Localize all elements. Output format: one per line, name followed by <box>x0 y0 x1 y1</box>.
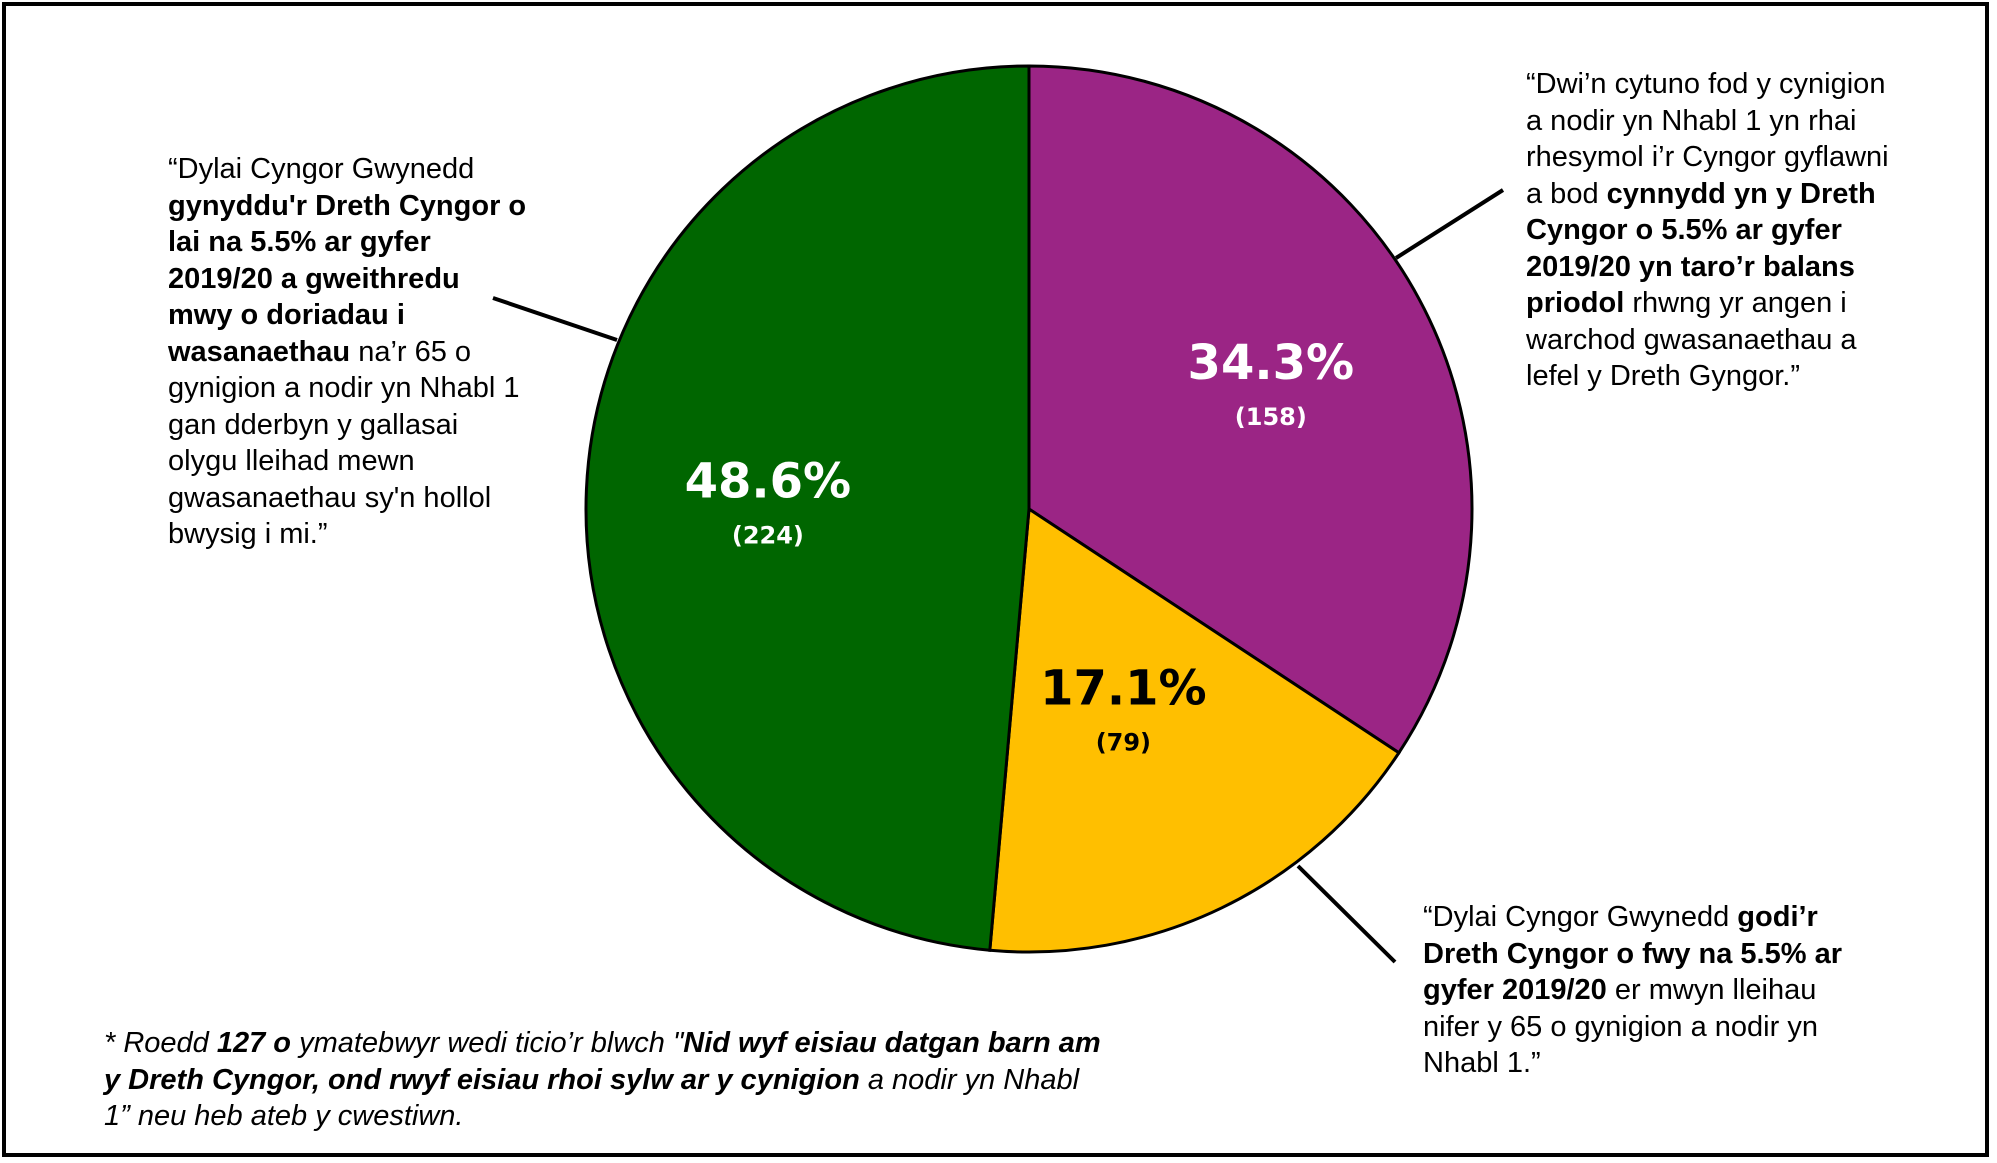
slice-percent-purple: 34.3% <box>1188 335 1355 391</box>
annotation-green-text-1: “Dylai Cyngor Gwynedd <box>168 153 475 185</box>
slice-percent-green: 48.6% <box>685 453 852 509</box>
leader-line-purple <box>1394 188 1505 260</box>
annotation-yellow-text-1: “Dylai Cyngor Gwynedd <box>1423 901 1738 933</box>
annotation-yellow-text-2: er mwyn lleihau nifer y 65 o gynigion a … <box>1423 974 1818 1079</box>
footnote-text-2: ymatebwyr wedi ticio’r blwch " <box>291 1027 684 1059</box>
annotation-yellow-bold: godi’r Dreth Cyngor o fwy na 5.5% ar gyf… <box>1423 901 1842 1006</box>
annotation-green-quote: “Dylai Cyngor Gwynedd gynyddu'r Dreth Cy… <box>168 151 528 553</box>
footnote: * Roedd 127 o ymatebwyr wedi ticio’r blw… <box>104 1025 1104 1135</box>
footnote-text-3: a nodir yn Nhabl 1” neu heb ateb y cwest… <box>104 1063 1080 1133</box>
pie-slice-green <box>584 64 1031 952</box>
slice-count-purple: (158) <box>1235 403 1307 431</box>
leader-line-green <box>492 296 618 342</box>
slice-count-green: (224) <box>732 521 804 549</box>
leader-line-yellow <box>1296 864 1397 964</box>
footnote-bold-1: 127 o <box>216 1027 292 1059</box>
annotation-yellow-quote: “Dylai Cyngor Gwynedd godi’r Dreth Cyngo… <box>1423 899 1863 1082</box>
slice-count-yellow: (79) <box>1096 728 1151 756</box>
footnote-text-1: * Roedd <box>104 1027 217 1059</box>
annotation-green-text-2: na’r 65 o gynigion a nodir yn Nhabl 1 ga… <box>168 335 520 551</box>
annotation-purple-text-1: “Dwi’n cytuno fod y cynigion a nodir yn … <box>1526 68 1889 210</box>
annotation-green-bold: gynyddu'r Dreth Cyngor o lai na 5.5% ar … <box>168 189 527 368</box>
pie-slice-yellow <box>988 506 1401 954</box>
annotation-purple-text-2: rhwng yr angen i warchod gwasanaethau a … <box>1526 287 1857 392</box>
footnote-bold-2: Nid wyf eisiau datgan barn am y Dreth Cy… <box>104 1027 1101 1096</box>
annotation-purple-bold: cynnydd yn y Dreth Cyngor o 5.5% ar gyfe… <box>1526 177 1876 320</box>
annotation-purple-quote: “Dwi’n cytuno fod y cynigion a nodir yn … <box>1526 66 1906 395</box>
slice-percent-yellow: 17.1% <box>1040 660 1207 716</box>
